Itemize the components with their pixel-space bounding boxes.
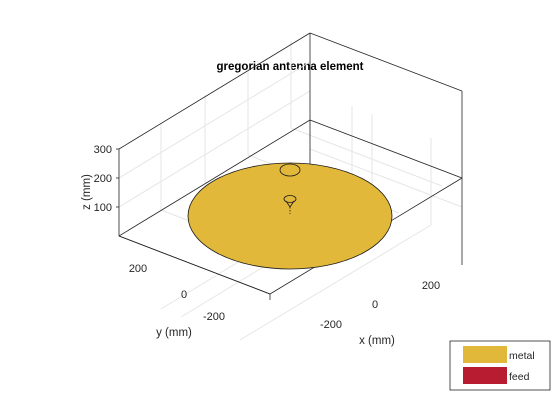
grid-back-right-wall: [118, 41, 311, 236]
legend-swatch-feed: [463, 367, 507, 384]
x-tick-0: 0: [372, 299, 378, 311]
x-tick-200: 200: [422, 280, 440, 292]
z-axis-label: z (mm): [81, 174, 93, 210]
main-reflector: [187, 162, 393, 270]
sub-reflector: [279, 163, 301, 177]
legend-label-metal: metal: [509, 350, 535, 362]
x-axis: -200 0 200 x (mm): [320, 280, 440, 347]
feed-horn: [283, 195, 297, 214]
y-axis: 200 0 -200 y (mm): [118, 235, 271, 339]
y-axis-label: y (mm): [156, 327, 192, 339]
z-axis: 300 200 100 z (mm): [81, 144, 119, 214]
legend: metal feed: [449, 340, 551, 391]
z-tick-300: 300: [94, 144, 112, 156]
y-tick-minus200: -200: [203, 311, 225, 323]
z-tick-100: 100: [94, 202, 112, 214]
z-tick-200: 200: [94, 173, 112, 185]
y-tick-200: 200: [129, 263, 147, 275]
legend-label-feed: feed: [509, 371, 530, 383]
figure-title: gregorian antenna element: [217, 61, 364, 73]
x-axis-label: x (mm): [359, 335, 395, 347]
y-tick-0: 0: [181, 289, 187, 301]
legend-swatch-metal: [463, 346, 507, 363]
x-tick-minus200: -200: [320, 319, 342, 331]
